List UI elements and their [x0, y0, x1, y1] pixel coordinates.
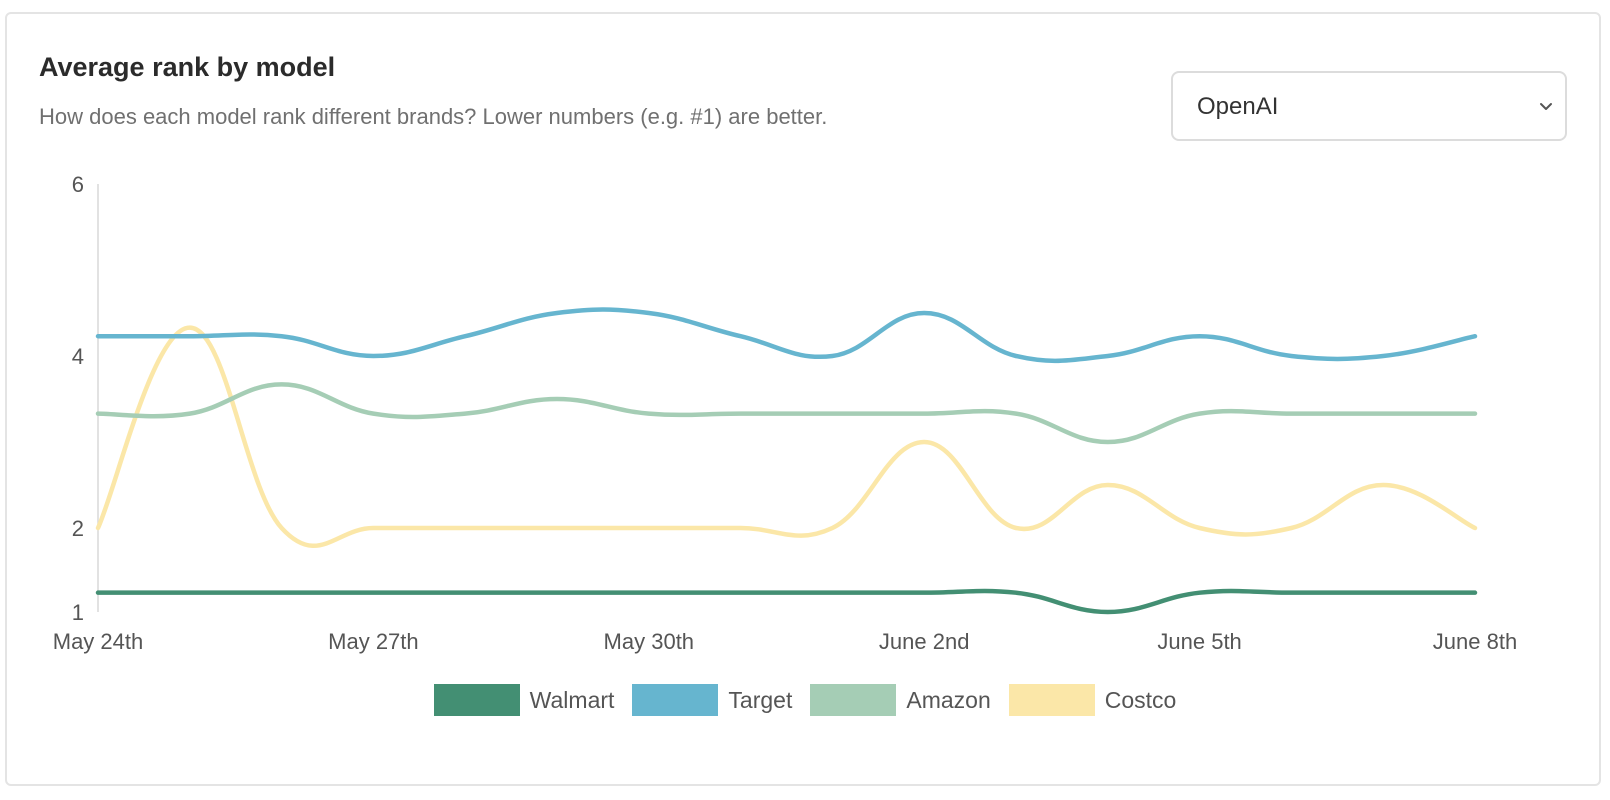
legend-item-amazon[interactable]: Amazon — [810, 684, 991, 716]
chart-title: Average rank by model — [39, 52, 336, 82]
legend-swatch — [810, 684, 897, 716]
chart-legend: Walmart Target Amazon Costco — [7, 684, 1603, 716]
x-tick-label: May 24th — [53, 629, 144, 654]
x-tick-label: May 27th — [328, 629, 419, 654]
legend-label: Target — [728, 686, 793, 713]
model-select-value: OpenAI — [1197, 93, 1279, 120]
y-tick-label: 4 — [72, 344, 84, 369]
legend-label: Amazon — [906, 686, 991, 713]
chart-card: Average rank by model How does each mode… — [5, 12, 1601, 786]
line-chart: 6 4 2 1 May 24th May 27th May 30th June 2nd June… — [53, 172, 1517, 654]
chevron-down-icon — [1540, 103, 1552, 110]
y-tick-label: 6 — [72, 172, 84, 197]
series-line-walmart — [95, 588, 1478, 615]
legend-item-walmart[interactable]: Walmart — [433, 684, 615, 716]
legend-swatch — [632, 684, 719, 716]
legend-swatch — [1008, 684, 1095, 716]
legend-item-costco[interactable]: Costco — [1008, 684, 1177, 716]
chart-subtitle: How does each model rank different brand… — [39, 104, 828, 129]
y-tick-label: 2 — [72, 516, 84, 541]
series-line-target — [95, 307, 1478, 364]
legend-label: Walmart — [529, 686, 615, 713]
x-tick-label: June 2nd — [879, 629, 970, 654]
x-tick-label: May 30th — [604, 629, 695, 654]
model-select[interactable]: OpenAI — [1171, 71, 1567, 141]
legend-item-target[interactable]: Target — [632, 684, 792, 716]
x-tick-label: June 8th — [1433, 629, 1517, 654]
legend-swatch — [433, 684, 520, 716]
series-line-costco — [95, 325, 1478, 549]
series-line-amazon — [95, 382, 1478, 445]
y-tick-label: 1 — [72, 600, 84, 625]
x-tick-label: June 5th — [1157, 629, 1241, 654]
legend-label: Costco — [1104, 686, 1177, 713]
